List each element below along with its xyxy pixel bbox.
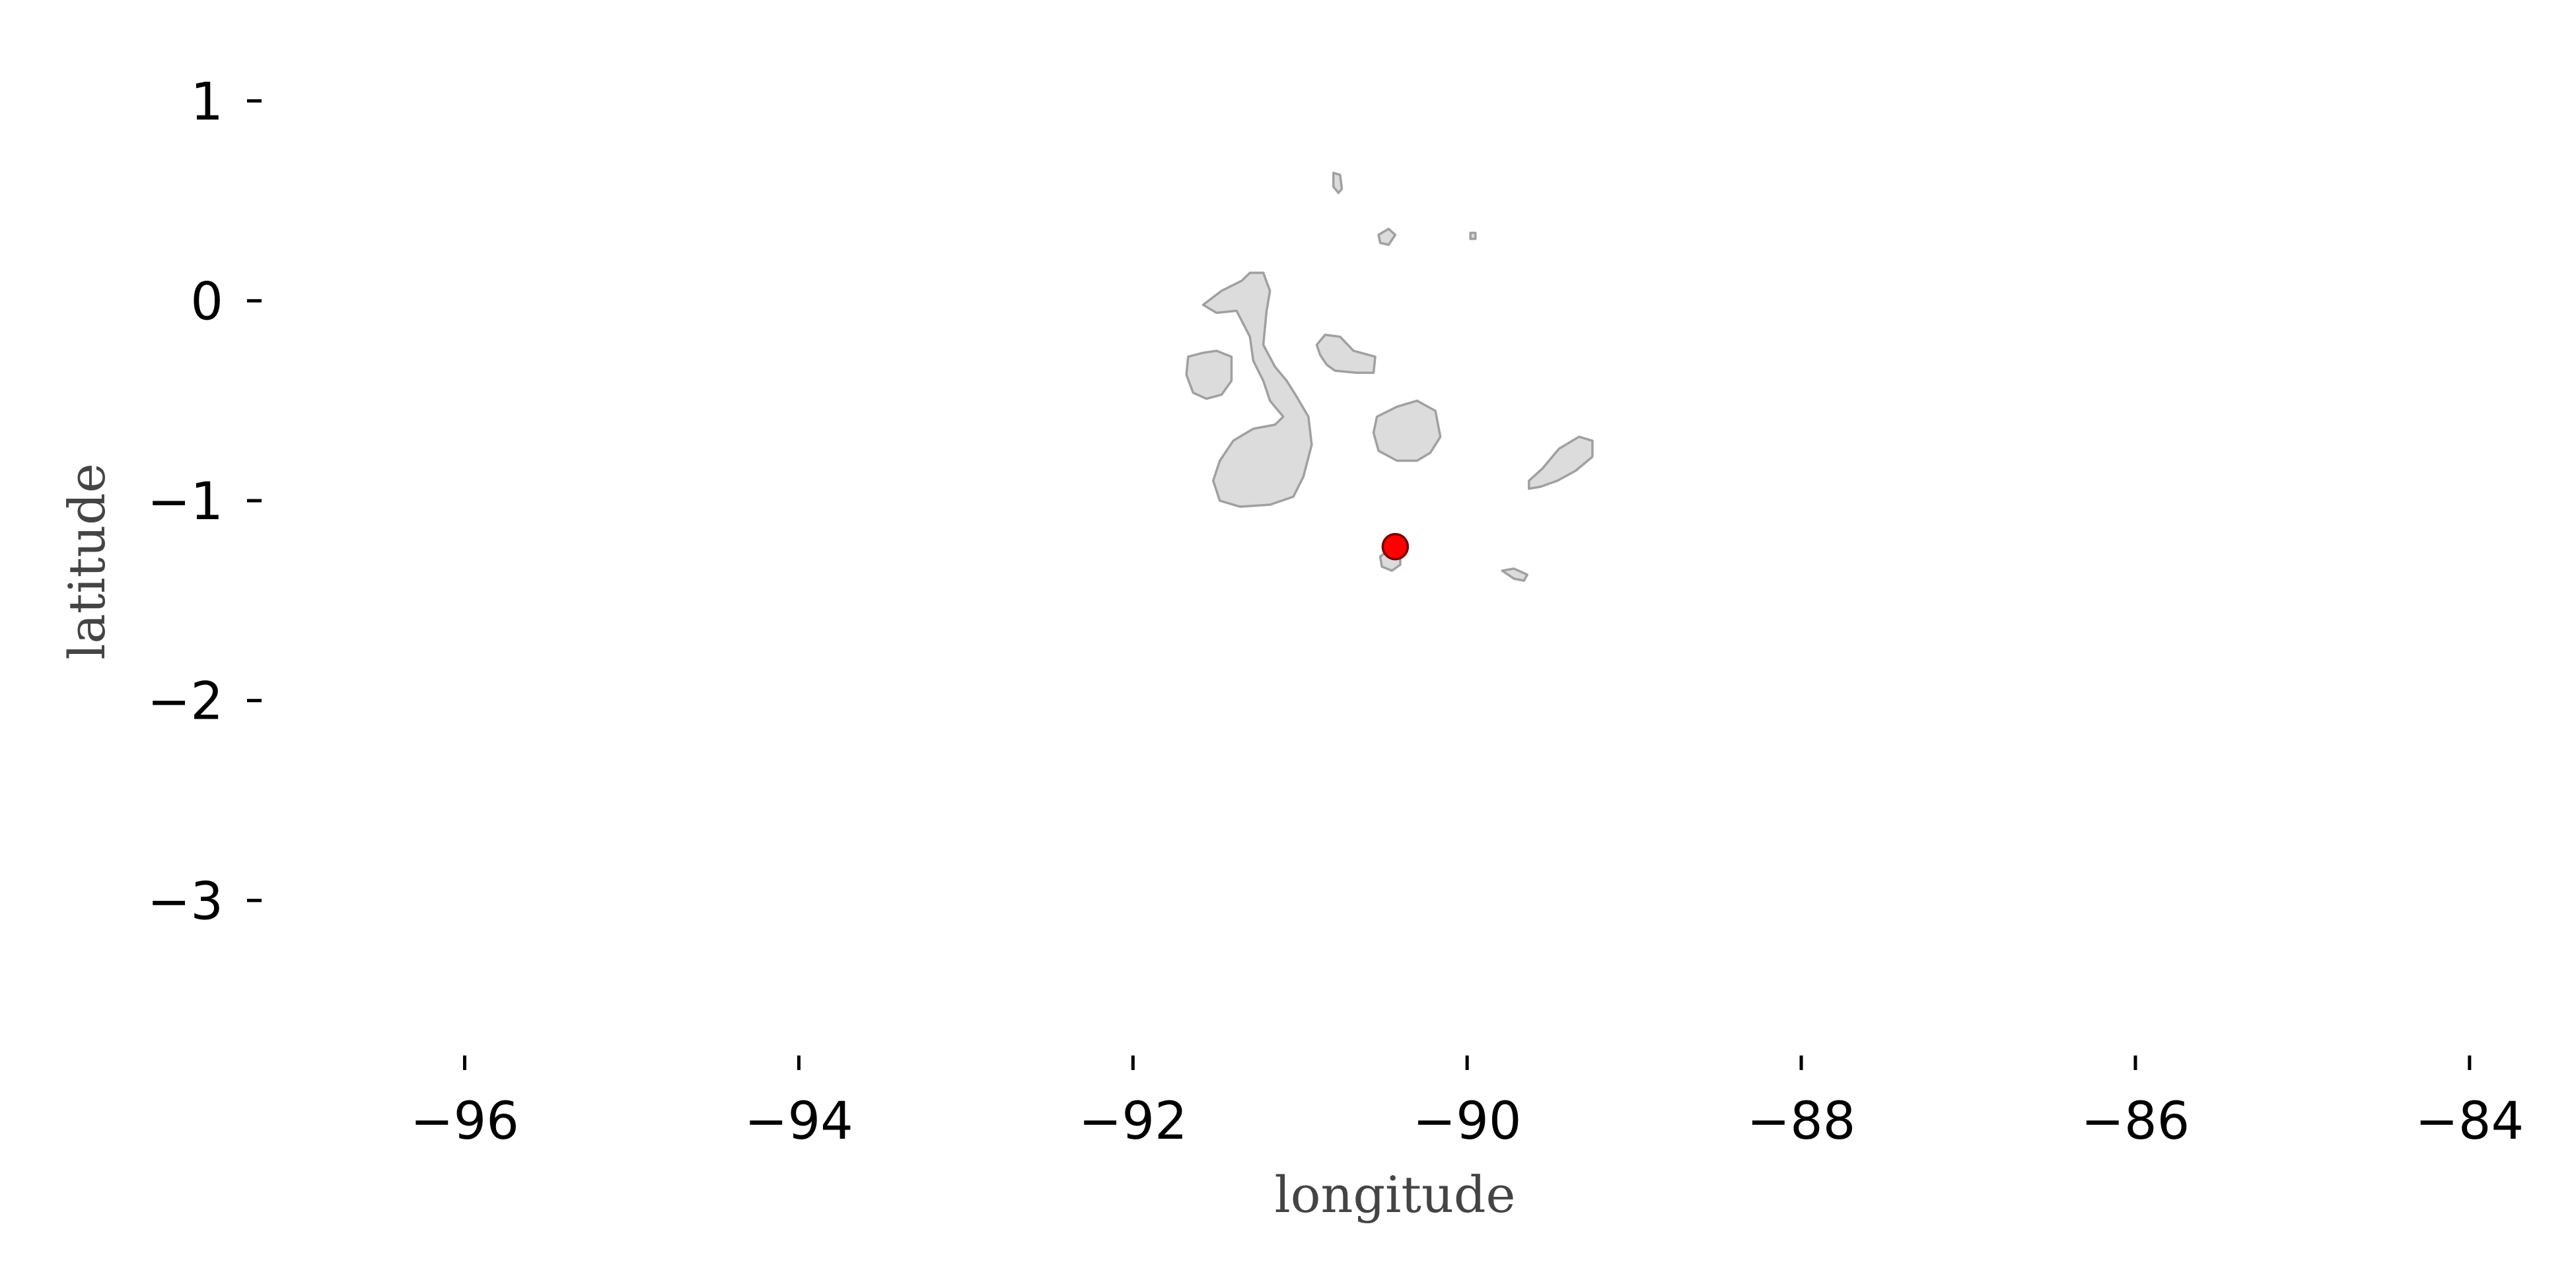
island-santa-cruz bbox=[1372, 399, 1442, 462]
island-espanola bbox=[1501, 567, 1528, 582]
island-isabela bbox=[1201, 271, 1313, 508]
island-marchena bbox=[1377, 227, 1397, 246]
y-tick-label: −1 bbox=[147, 472, 223, 532]
y-tick-label: 0 bbox=[190, 272, 223, 332]
x-axis-title: longitude bbox=[1274, 1165, 1515, 1224]
y-axis: 1 0 −1 −2 −3 bbox=[147, 73, 262, 931]
x-tick-label: −92 bbox=[1079, 1092, 1188, 1151]
island-genovesa bbox=[1469, 231, 1477, 240]
y-tick-label: 1 bbox=[190, 73, 223, 132]
y-tick-label: −3 bbox=[147, 872, 223, 931]
island-san-cristobal bbox=[1528, 435, 1594, 490]
x-tick-label: −88 bbox=[1747, 1092, 1856, 1151]
x-tick-label: −94 bbox=[744, 1092, 853, 1151]
island-pinta bbox=[1332, 171, 1343, 194]
y-tick-label: −2 bbox=[147, 672, 223, 732]
x-axis: −96 −94 −92 −90 −88 −86 −84 bbox=[410, 1055, 2524, 1151]
y-axis-title: latitude bbox=[57, 463, 116, 660]
x-tick-label: −90 bbox=[1413, 1092, 1522, 1151]
land-layer bbox=[1185, 171, 1594, 582]
data-point-0 bbox=[1381, 532, 1410, 561]
x-tick-label: −96 bbox=[410, 1092, 519, 1151]
x-tick-label: −86 bbox=[2081, 1092, 2190, 1151]
island-santiago bbox=[1315, 334, 1377, 375]
point-layer bbox=[1381, 532, 1410, 561]
x-tick-label: −84 bbox=[2415, 1092, 2524, 1151]
island-fernandina bbox=[1185, 349, 1233, 400]
